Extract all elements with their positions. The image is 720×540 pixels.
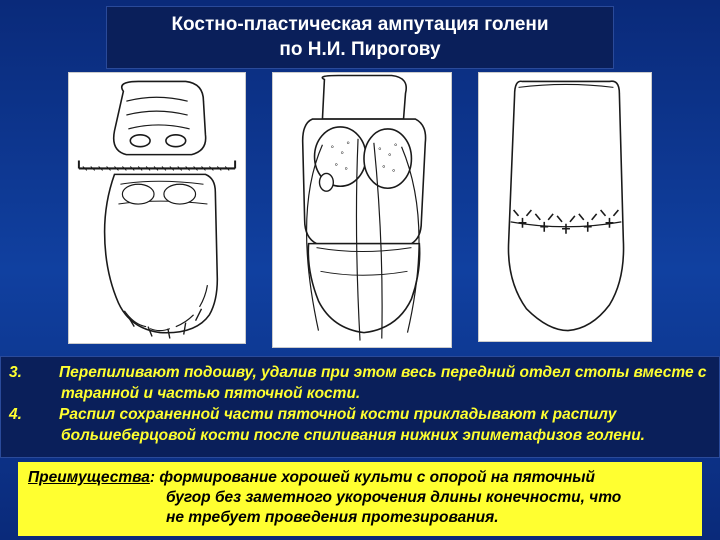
step-3: 3.Перепиливают подошву, удалив при этом … [9, 363, 707, 405]
steps-list: 3.Перепиливают подошву, удалив при этом … [9, 363, 707, 447]
fig-stump [478, 72, 652, 342]
fig-foot-saw [68, 72, 246, 344]
fig-bone-cut [272, 72, 452, 348]
advantages-label: Преимущества [28, 469, 150, 486]
stump-illustration [479, 73, 651, 341]
step-3-num: 3. [35, 363, 59, 384]
advantages-line2: бугор без заметного укорочения длины кон… [28, 488, 692, 508]
step-3-text: Перепиливают подошву, удалив при этом ве… [59, 364, 707, 402]
step-4-text: Распил сохраненной части пяточной кости … [59, 406, 645, 444]
advantages-line1: Преимущества: формирование хорошей культ… [28, 468, 692, 488]
foot-saw-illustration [69, 73, 245, 343]
step-4: 4.Распил сохраненной части пяточной кост… [9, 405, 707, 447]
advantages-line3: не требует проведения протезирования. [28, 508, 692, 528]
title-line1: Костно-пластическая ампутация голени [171, 14, 548, 35]
figure-row [0, 72, 720, 348]
title-line2: по Н.И. Пирогову [279, 39, 440, 60]
advantages-box: Преимущества: формирование хорошей культ… [18, 462, 702, 536]
advantages-text1: : формирование хорошей культи с опорой н… [150, 469, 595, 486]
step-4-num: 4. [35, 405, 59, 426]
steps-box: 3.Перепиливают подошву, удалив при этом … [0, 356, 720, 458]
bone-cut-illustration [273, 73, 451, 347]
title-box: Костно-пластическая ампутация голени по … [106, 6, 614, 69]
